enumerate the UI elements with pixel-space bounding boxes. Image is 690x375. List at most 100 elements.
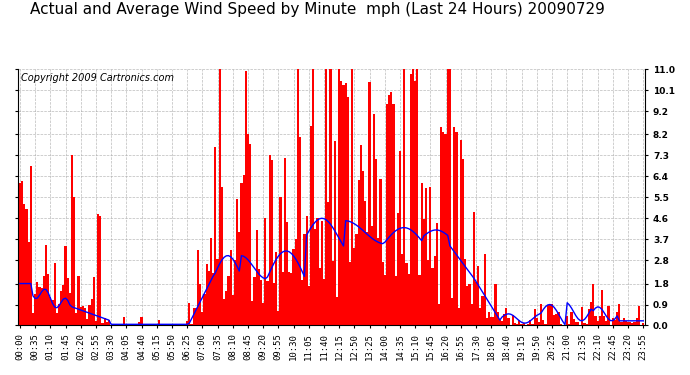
Bar xyxy=(533,309,535,326)
Bar xyxy=(601,290,603,326)
Bar xyxy=(429,187,431,326)
Bar xyxy=(84,308,86,326)
Bar xyxy=(334,141,336,326)
Bar xyxy=(123,316,126,326)
Bar xyxy=(622,318,624,326)
Bar xyxy=(569,324,571,326)
Bar xyxy=(210,238,212,326)
Bar xyxy=(366,232,368,326)
Bar xyxy=(451,298,453,326)
Bar xyxy=(314,229,317,326)
Text: Actual and Average Wind Speed by Minute  mph (Last 24 Hours) 20090729: Actual and Average Wind Speed by Minute … xyxy=(30,2,605,17)
Bar xyxy=(308,285,310,326)
Bar xyxy=(505,308,507,326)
Bar xyxy=(56,313,58,326)
Bar xyxy=(60,291,62,326)
Bar xyxy=(247,134,249,326)
Bar xyxy=(501,321,503,326)
Bar xyxy=(471,304,473,326)
Bar xyxy=(37,282,39,326)
Bar xyxy=(635,318,638,326)
Bar xyxy=(67,278,69,326)
Bar xyxy=(581,307,584,326)
Bar xyxy=(558,312,560,326)
Bar xyxy=(77,276,79,326)
Bar xyxy=(238,232,240,326)
Bar xyxy=(566,316,569,326)
Bar xyxy=(555,314,558,326)
Bar xyxy=(58,304,60,326)
Bar xyxy=(28,242,30,326)
Bar xyxy=(514,322,516,326)
Bar xyxy=(312,69,314,326)
Bar xyxy=(340,81,342,326)
Bar xyxy=(588,309,590,326)
Bar xyxy=(575,322,577,326)
Bar xyxy=(41,288,43,326)
Bar xyxy=(605,321,607,326)
Bar xyxy=(215,147,217,326)
Bar xyxy=(457,308,460,326)
Bar xyxy=(49,297,52,326)
Bar xyxy=(204,294,206,326)
Bar xyxy=(286,222,288,326)
Bar xyxy=(219,69,221,326)
Bar xyxy=(640,325,642,326)
Bar xyxy=(482,296,484,326)
Bar xyxy=(349,262,351,326)
Bar xyxy=(393,104,395,326)
Bar xyxy=(258,269,260,326)
Bar xyxy=(45,245,47,326)
Bar xyxy=(553,315,555,326)
Bar xyxy=(455,132,457,326)
Bar xyxy=(212,273,215,326)
Bar xyxy=(406,263,408,326)
Bar xyxy=(544,324,546,326)
Bar xyxy=(95,321,97,326)
Bar xyxy=(264,218,266,326)
Bar xyxy=(416,69,418,326)
Bar xyxy=(546,305,549,326)
Bar xyxy=(436,223,438,326)
Bar xyxy=(412,69,414,326)
Bar xyxy=(268,155,270,326)
Bar xyxy=(433,256,436,326)
Bar xyxy=(227,276,230,326)
Bar xyxy=(26,209,28,326)
Bar xyxy=(620,322,622,326)
Bar xyxy=(195,308,197,326)
Bar xyxy=(551,304,553,326)
Bar xyxy=(531,324,533,326)
Bar xyxy=(425,188,427,326)
Bar xyxy=(262,303,264,326)
Bar xyxy=(357,180,359,326)
Bar xyxy=(355,234,357,326)
Bar xyxy=(631,322,633,326)
Bar xyxy=(386,104,388,326)
Bar xyxy=(388,95,391,326)
Bar xyxy=(104,318,106,326)
Bar xyxy=(462,159,464,326)
Bar xyxy=(403,69,406,326)
Bar xyxy=(62,285,64,326)
Bar xyxy=(295,238,297,326)
Bar xyxy=(362,171,364,326)
Bar xyxy=(512,315,514,326)
Bar xyxy=(336,297,338,326)
Bar xyxy=(71,155,73,326)
Bar xyxy=(507,318,510,326)
Bar xyxy=(375,159,377,326)
Bar xyxy=(188,303,190,326)
Bar xyxy=(327,202,329,326)
Bar xyxy=(92,277,95,326)
Bar xyxy=(138,322,141,326)
Bar xyxy=(599,316,601,326)
Bar xyxy=(616,312,618,326)
Bar xyxy=(399,151,401,326)
Bar xyxy=(624,321,627,326)
Bar xyxy=(323,279,325,326)
Bar xyxy=(186,321,188,326)
Bar xyxy=(240,183,243,326)
Bar xyxy=(193,308,195,326)
Bar xyxy=(618,304,620,326)
